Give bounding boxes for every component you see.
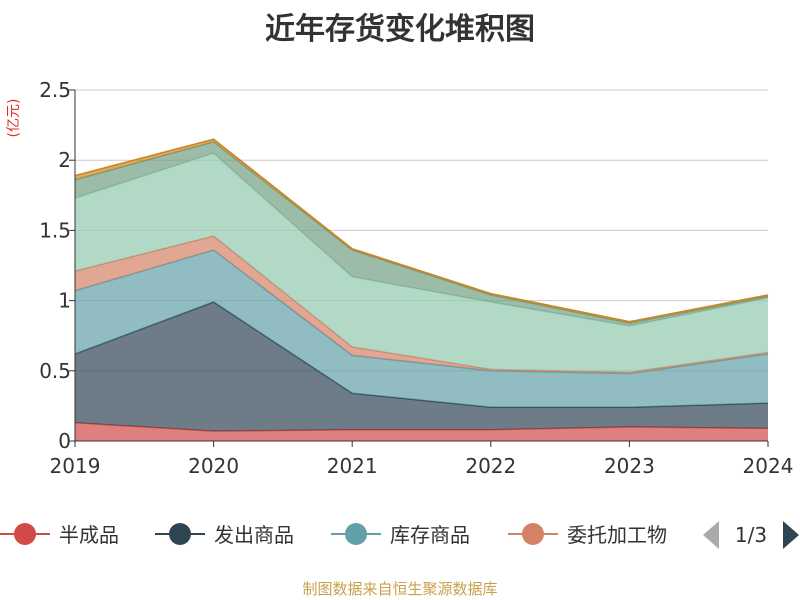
data-source-note: 制图数据来自恒生聚源数据库 <box>302 580 498 598</box>
legend-marker-icon <box>14 523 36 545</box>
legend-next-arrow-icon[interactable] <box>783 521 799 549</box>
chart-title: 近年存货变化堆积图 <box>265 12 535 47</box>
x-tick-label: 2024 <box>743 454 794 478</box>
legend-item-0[interactable]: 半成品 <box>0 523 119 547</box>
area-series-line-6 <box>74 138 769 323</box>
x-tick-label: 2023 <box>604 454 655 478</box>
x-tick-label: 2021 <box>327 454 378 478</box>
x-tick-label: 2020 <box>188 454 239 478</box>
legend-item-2[interactable]: 库存商品 <box>331 523 470 547</box>
y-ticks: 0 0.5 1 1.5 2 2.5 <box>39 78 75 453</box>
legend-item-3[interactable]: 委托加工物 <box>508 523 667 547</box>
axes <box>74 90 768 442</box>
legend-marker-icon <box>345 523 367 545</box>
x-tick-label: 2022 <box>465 454 516 478</box>
area-series-5[interactable] <box>75 141 768 326</box>
x-ticks: 2019 2020 2021 2022 2023 2024 <box>50 441 794 478</box>
area-series-1[interactable] <box>75 302 768 432</box>
y-tick-label: 0 <box>58 429 71 453</box>
y-axis-unit-label: (亿元) <box>6 99 22 138</box>
area-series <box>74 138 769 441</box>
y-tick-label: 1.5 <box>39 218 71 242</box>
legend-page-indicator: 1/3 <box>735 523 767 547</box>
y-tick-label: 1 <box>58 289 71 313</box>
legend: 半成品 发出商品 库存商品 委托加工物 <box>0 523 667 547</box>
area-series-2[interactable] <box>75 250 768 408</box>
legend-marker-icon <box>522 523 544 545</box>
legend-marker-icon <box>169 523 191 545</box>
x-tick-label: 2019 <box>50 454 101 478</box>
legend-pager: 1/3 <box>703 521 799 549</box>
y-tick-label: 2 <box>58 148 71 172</box>
legend-prev-arrow-icon[interactable] <box>703 521 719 549</box>
y-tick-label: 2.5 <box>39 78 71 102</box>
area-series-0[interactable] <box>75 422 768 441</box>
legend-label: 发出商品 <box>214 523 294 547</box>
area-series-3[interactable] <box>75 236 768 374</box>
legend-label: 半成品 <box>59 523 119 547</box>
legend-item-1[interactable]: 发出商品 <box>155 523 294 547</box>
area-series-4[interactable] <box>75 153 768 373</box>
y-tick-label: 0.5 <box>39 359 71 383</box>
legend-label: 委托加工物 <box>567 523 667 547</box>
legend-label: 库存商品 <box>390 523 470 547</box>
